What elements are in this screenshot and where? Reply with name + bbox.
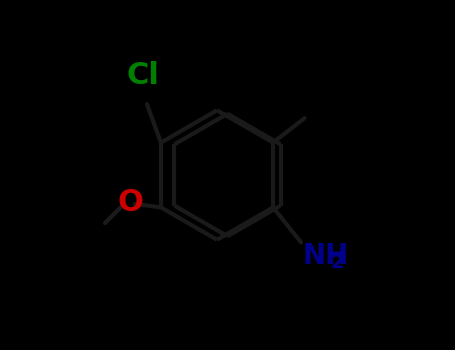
Text: NH: NH <box>303 242 349 270</box>
Text: 2: 2 <box>331 253 344 272</box>
Text: Cl: Cl <box>127 61 160 90</box>
Text: O: O <box>117 188 143 217</box>
